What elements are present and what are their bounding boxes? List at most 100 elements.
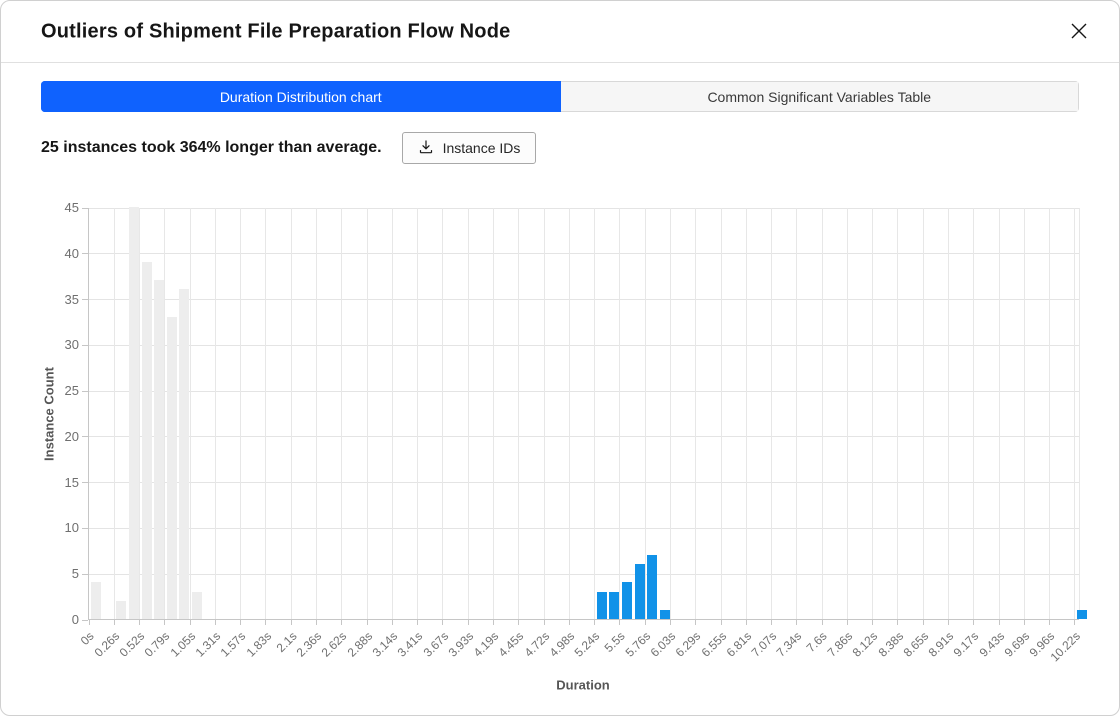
x-tick	[214, 620, 216, 625]
x-tick-label-text: 4.98s	[546, 629, 578, 660]
histogram-bar-outlier[interactable]	[659, 609, 670, 619]
y-tick-label: 5	[71, 566, 79, 582]
x-tick-label-text: 0.79s	[142, 629, 173, 660]
x-tick-label-text: 8.91s	[925, 629, 957, 660]
x-tick	[619, 620, 621, 625]
histogram-bar-outlier[interactable]	[609, 591, 620, 619]
x-tick-label-text: 4.19s	[470, 629, 502, 660]
x-tick	[720, 620, 722, 625]
tab-common-significant-variables-table[interactable]: Common Significant Variables Table	[560, 81, 1079, 112]
x-tick-label-text: 7.34s	[774, 629, 805, 660]
histogram-bar-normal[interactable]	[192, 591, 203, 619]
instance-ids-button[interactable]: Instance IDs	[401, 132, 537, 164]
v-gridline	[341, 208, 343, 619]
x-tick	[644, 620, 646, 625]
x-tick-label-text: 5.5s	[601, 629, 628, 655]
histogram-bar-normal[interactable]	[154, 280, 165, 619]
v-gridline	[720, 208, 722, 619]
x-tick	[973, 620, 975, 625]
x-tick	[594, 620, 596, 625]
x-tick-label-text: 0.52s	[116, 629, 148, 660]
x-tick-label-text: 6.03s	[647, 629, 679, 660]
y-tick	[82, 619, 88, 621]
histogram-bar-normal[interactable]	[91, 582, 101, 619]
x-tick-label-text: 8.12s	[849, 629, 881, 660]
v-gridline	[594, 208, 596, 619]
h-gridline	[89, 436, 1079, 438]
x-tick	[492, 620, 494, 625]
x-tick	[872, 620, 874, 625]
close-icon	[1068, 20, 1090, 42]
tab-duration-distribution-chart[interactable]: Duration Distribution chart	[41, 81, 561, 112]
x-tick	[290, 620, 292, 625]
y-tick-label: 0	[71, 612, 79, 627]
histogram-bar-normal[interactable]	[116, 600, 127, 619]
histogram-bar-outlier[interactable]	[647, 554, 658, 619]
v-gridline	[568, 208, 570, 619]
x-tick-label-text: 2.1s	[273, 629, 300, 655]
x-tick-label-text: 8.65s	[900, 629, 932, 660]
y-tick-label: 25	[64, 383, 79, 399]
x-tick	[88, 620, 90, 625]
histogram-bar-normal[interactable]	[179, 289, 190, 619]
v-gridline	[695, 208, 697, 619]
histogram-bar-normal[interactable]	[166, 316, 177, 619]
h-gridline	[89, 207, 1079, 209]
v-gridline	[366, 208, 368, 619]
x-tick	[417, 620, 419, 625]
x-tick	[467, 620, 469, 625]
v-gridline	[265, 208, 267, 619]
v-gridline	[872, 208, 874, 619]
v-gridline	[113, 208, 115, 619]
x-tick-label-text: 5.24s	[571, 629, 603, 660]
v-gridline	[644, 208, 646, 619]
histogram-bar-normal[interactable]	[141, 261, 152, 619]
x-tick-label-text: 0.26s	[91, 629, 123, 660]
x-tick-label-text: 3.67s	[420, 629, 451, 660]
v-gridline	[948, 208, 950, 619]
y-tick	[82, 344, 88, 346]
x-tick-label-text: 7.07s	[748, 629, 780, 660]
x-tick	[695, 620, 697, 625]
v-gridline	[240, 208, 242, 619]
x-tick-label-text: 1.05s	[167, 629, 199, 660]
histogram-bar-normal[interactable]	[128, 207, 139, 619]
x-tick	[543, 620, 545, 625]
histogram-bar-outlier[interactable]	[634, 564, 645, 619]
histogram-bar-outlier[interactable]	[596, 591, 607, 619]
y-tick-label: 20	[64, 428, 79, 444]
download-icon	[418, 139, 434, 158]
summary-row: 25 instances took 364% longer than avera…	[41, 132, 1079, 164]
v-gridline	[669, 208, 671, 619]
y-tick	[82, 482, 88, 484]
histogram-bar-outlier[interactable]	[1076, 609, 1087, 619]
x-tick	[366, 620, 368, 625]
x-tick	[846, 620, 848, 625]
x-tick-label-text: 2.62s	[319, 629, 350, 660]
x-tick	[745, 620, 747, 625]
x-tick	[796, 620, 798, 625]
x-tick-label-text: 3.41s	[394, 629, 426, 660]
close-button[interactable]	[1057, 9, 1101, 53]
h-gridline	[89, 573, 1079, 575]
v-gridline	[189, 208, 191, 619]
v-gridline	[998, 208, 1000, 619]
x-tick-label-text: 9.43s	[976, 629, 1007, 660]
histogram-bar-outlier[interactable]	[621, 582, 632, 619]
y-tick-label: 45	[64, 200, 79, 215]
x-tick	[1074, 620, 1076, 625]
x-tick-label-text: 6.55s	[698, 629, 729, 660]
v-gridline	[619, 208, 621, 619]
v-gridline	[922, 208, 924, 619]
page-title: Outliers of Shipment File Preparation Fl…	[41, 20, 511, 42]
outlier-summary-text: 25 instances took 364% longer than avera…	[41, 139, 382, 156]
y-tick	[82, 207, 88, 209]
x-tick-label-text: 9.17s	[951, 629, 982, 660]
v-gridline	[745, 208, 747, 619]
x-tick-label-text: 0s	[78, 629, 97, 648]
h-gridline	[89, 527, 1079, 529]
x-tick-label-text: 3.93s	[445, 629, 477, 660]
tab-bar: Duration Distribution chart Common Signi…	[41, 81, 1079, 112]
x-tick	[189, 620, 191, 625]
